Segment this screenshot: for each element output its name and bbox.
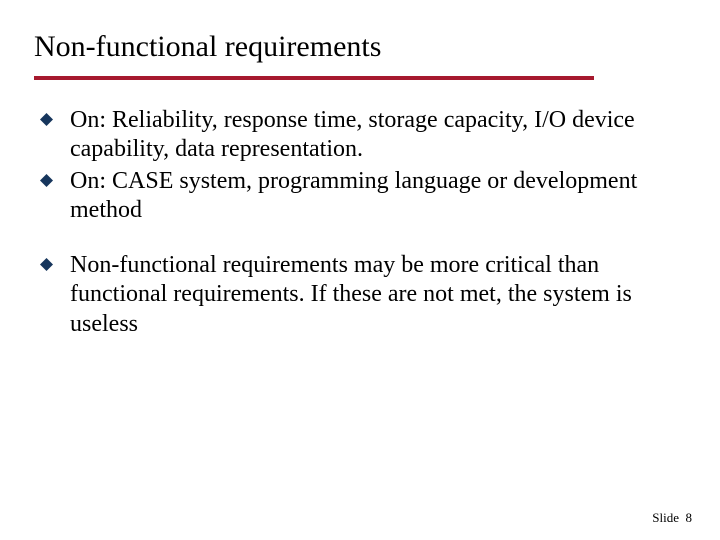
footer-label: Slide [652,510,679,525]
slide: Non-functional requirements On: Reliabil… [0,0,720,540]
bullet-text: On: Reliability, response time, storage … [70,106,680,165]
diamond-bullet-icon [40,251,70,271]
diamond-bullet-icon [40,106,70,126]
bullet-group: On: Reliability, response time, storage … [40,106,680,225]
list-item: On: Reliability, response time, storage … [40,106,680,165]
slide-footer: Slide 8 [652,510,692,526]
bullet-text: Non-functional requirements may be more … [70,251,680,339]
bullet-group: Non-functional requirements may be more … [40,251,680,339]
slide-title: Non-functional requirements [34,30,680,64]
bullet-text: On: CASE system, programming language or… [70,167,680,226]
footer-number: 8 [686,510,693,525]
list-item: Non-functional requirements may be more … [40,251,680,339]
diamond-bullet-icon [40,167,70,187]
list-item: On: CASE system, programming language or… [40,167,680,226]
bullet-list: On: Reliability, response time, storage … [40,106,680,339]
title-rule [34,76,594,80]
